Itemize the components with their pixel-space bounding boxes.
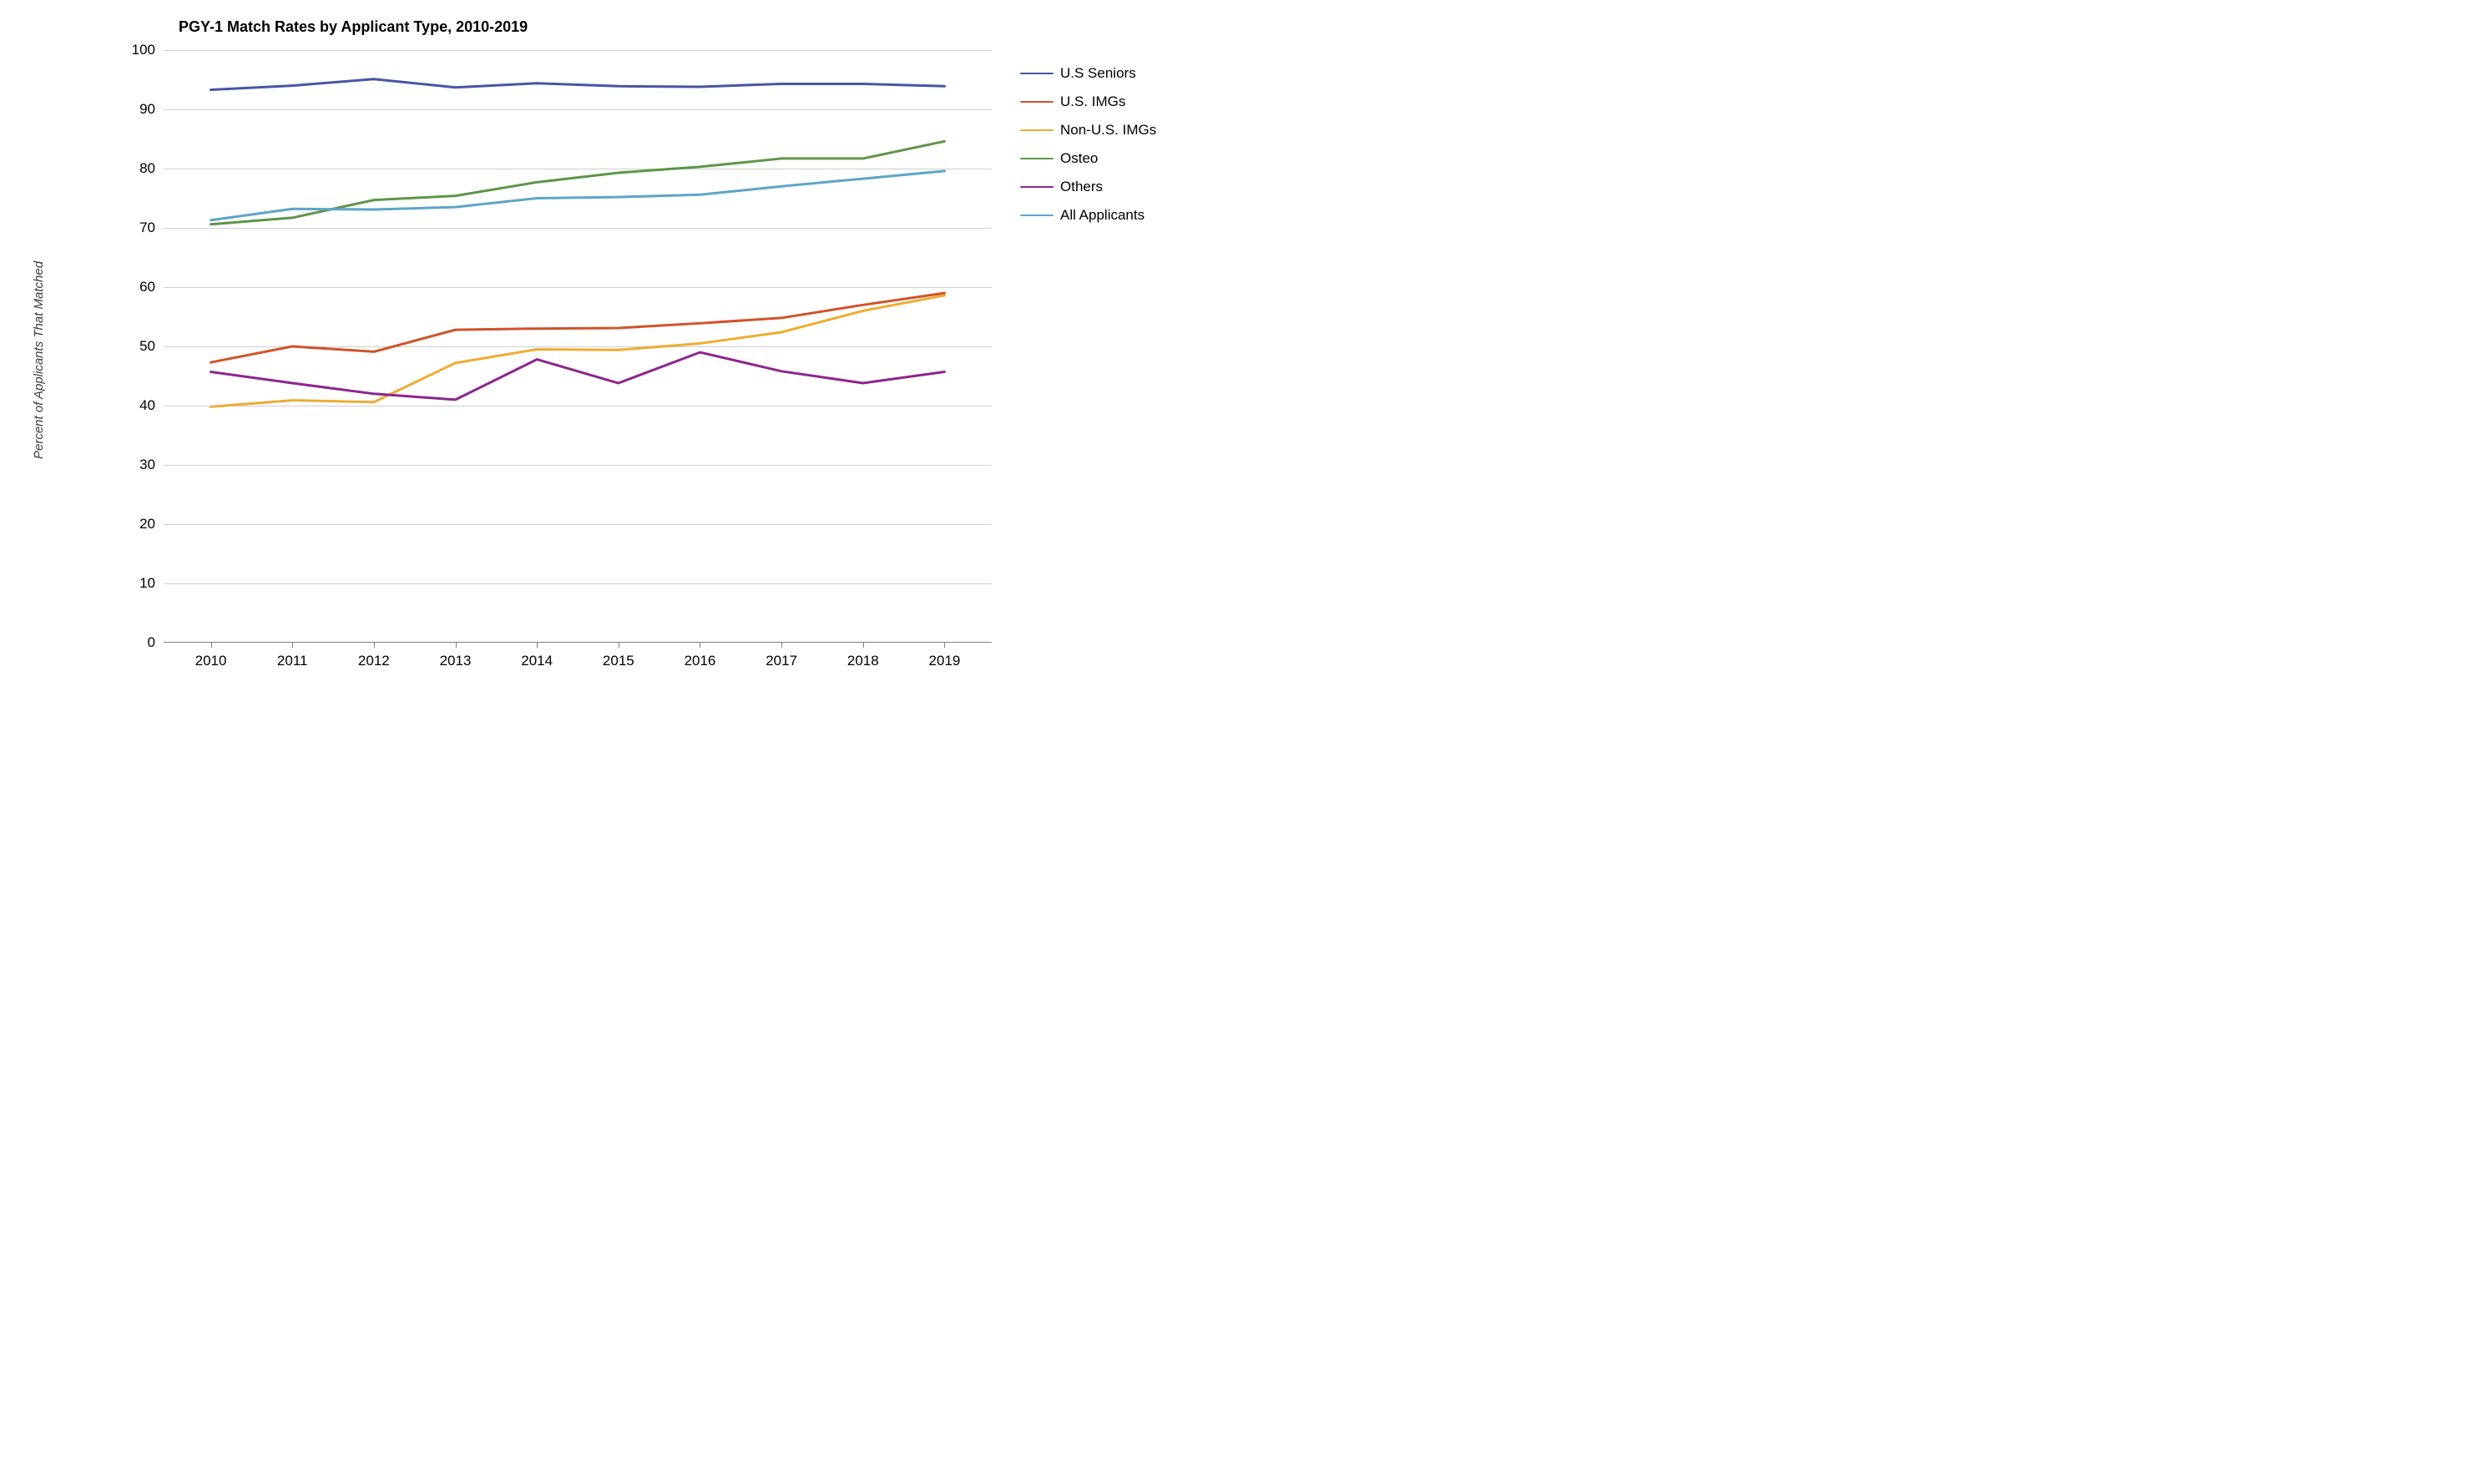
legend-item: U.S Seniors	[1020, 65, 1156, 82]
x-tick-label: 2011	[277, 653, 308, 669]
legend-swatch	[1020, 186, 1054, 189]
legend-label: Non-U.S. IMGs	[1060, 122, 1156, 139]
legend-label: U.S. IMGs	[1060, 93, 1125, 110]
y-tick-label: 20	[122, 516, 155, 533]
legend-item: Others	[1020, 179, 1156, 195]
series-line	[211, 293, 945, 362]
y-tick-label: 100	[122, 42, 155, 58]
y-tick-label: 30	[122, 457, 155, 473]
chart-title: PGY-1 Match Rates by Applicant Type, 201…	[179, 18, 528, 36]
legend-swatch	[1020, 129, 1054, 132]
legend-label: All Applicants	[1060, 207, 1144, 224]
y-tick-label: 0	[122, 634, 155, 651]
legend-label: Osteo	[1060, 150, 1098, 167]
legend-item: U.S. IMGs	[1020, 93, 1156, 110]
chart-legend: U.S Seniors U.S. IMGs Non-U.S. IMGs Osteo Ot…	[1020, 65, 1156, 224]
x-tick-mark	[292, 643, 293, 648]
series-line	[211, 295, 945, 406]
y-tick-label: 90	[122, 101, 155, 118]
series-layer	[164, 50, 992, 643]
legend-item: Non-U.S. IMGs	[1020, 122, 1156, 139]
y-tick-label: 70	[122, 220, 155, 236]
legend-label: Others	[1060, 179, 1103, 195]
x-tick-label: 2016	[685, 653, 716, 669]
x-tick-label: 2013	[440, 653, 472, 669]
x-tick-label: 2014	[521, 653, 553, 669]
legend-item: All Applicants	[1020, 207, 1156, 224]
x-tick-label: 2019	[929, 653, 961, 669]
y-tick-label: 40	[122, 397, 155, 414]
y-tick-label: 50	[122, 338, 155, 355]
x-tick-mark	[537, 643, 538, 648]
x-tick-mark	[456, 643, 457, 648]
series-line	[211, 141, 945, 224]
x-tick-label: 2018	[847, 653, 879, 669]
legend-label: U.S Seniors	[1060, 65, 1136, 82]
y-axis-title: Percent of Applicants That Matched	[32, 261, 46, 459]
plot-area: 0102030405060708090100201020112012201320…	[164, 50, 992, 643]
x-tick-mark	[374, 643, 375, 648]
x-tick-mark	[944, 643, 945, 648]
legend-swatch	[1020, 73, 1054, 75]
x-tick-mark	[211, 643, 212, 648]
x-tick-label: 2015	[603, 653, 634, 669]
x-tick-label: 2012	[358, 653, 390, 669]
legend-swatch	[1020, 215, 1054, 217]
series-line	[211, 79, 945, 90]
y-tick-label: 10	[122, 575, 155, 592]
legend-swatch	[1020, 158, 1054, 160]
y-tick-label: 60	[122, 279, 155, 295]
x-tick-mark	[863, 643, 864, 648]
legend-item: Osteo	[1020, 150, 1156, 167]
line-chart: PGY-1 Match Rates by Applicant Type, 201…	[0, 0, 1243, 742]
y-tick-label: 80	[122, 160, 155, 177]
x-tick-label: 2010	[195, 653, 227, 669]
x-tick-label: 2017	[766, 653, 797, 669]
x-tick-mark	[781, 643, 782, 648]
series-line	[211, 352, 945, 400]
legend-swatch	[1020, 101, 1054, 103]
